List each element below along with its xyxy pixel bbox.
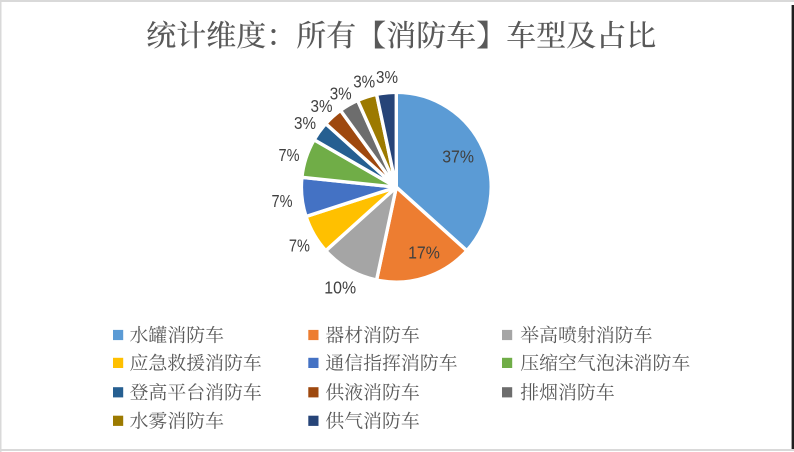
svg-text:3%: 3% — [376, 67, 398, 87]
svg-text:7%: 7% — [289, 236, 310, 256]
svg-text:3%: 3% — [311, 96, 333, 116]
svg-text:7%: 7% — [279, 145, 300, 165]
svg-text:10%: 10% — [324, 277, 356, 297]
svg-text:7%: 7% — [272, 191, 293, 211]
svg-text:3%: 3% — [330, 84, 352, 104]
svg-text:17%: 17% — [408, 243, 440, 263]
svg-text:37%: 37% — [442, 147, 474, 167]
svg-text:3%: 3% — [353, 72, 375, 92]
svg-text:3%: 3% — [294, 113, 316, 133]
